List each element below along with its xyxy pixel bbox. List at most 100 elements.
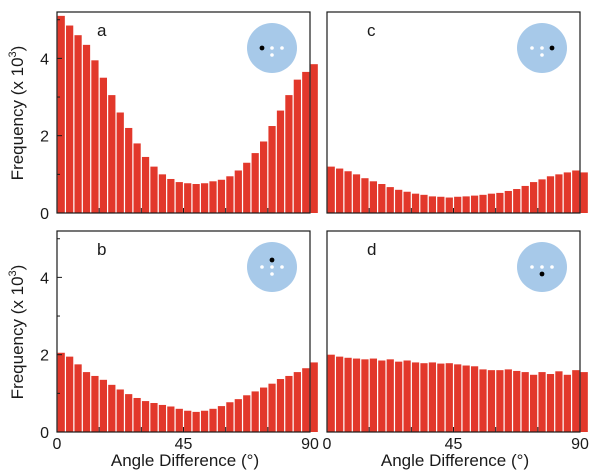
bar-c-25 xyxy=(538,179,546,213)
bar-d-30 xyxy=(580,372,588,432)
bar-b-28 xyxy=(293,372,301,432)
bar-c-13 xyxy=(437,196,445,213)
bar-b-19 xyxy=(217,406,226,432)
bar-c-7 xyxy=(386,187,394,213)
bar-d-29 xyxy=(572,370,580,432)
bar-b-17 xyxy=(200,410,209,432)
bar-a-1 xyxy=(66,25,74,214)
bar-b-3 xyxy=(82,372,91,432)
bar-d-23 xyxy=(521,372,529,432)
bar-d-26 xyxy=(546,374,555,432)
bar-b-8 xyxy=(125,394,133,432)
bar-a-8 xyxy=(125,127,133,213)
y-tick-label-a-1: 2 xyxy=(40,129,49,146)
bar-b-14 xyxy=(175,408,183,432)
inset-dot-d-1 xyxy=(540,265,544,269)
panel-c: c xyxy=(326,11,588,214)
bar-a-25 xyxy=(268,126,276,213)
bar-b-11 xyxy=(150,403,158,432)
bar-a-24 xyxy=(260,141,268,213)
bar-c-3 xyxy=(352,174,361,213)
bar-b-26 xyxy=(276,379,285,432)
bar-c-4 xyxy=(361,178,369,213)
inset-dot-c-1 xyxy=(540,46,544,50)
bar-d-15 xyxy=(454,364,462,432)
bar-a-9 xyxy=(133,143,141,213)
bar-a-30 xyxy=(310,64,318,214)
bar-a-3 xyxy=(82,44,91,213)
bar-d-12 xyxy=(428,362,437,432)
x-tick-label-d-1: 45 xyxy=(445,436,463,453)
bar-d-27 xyxy=(555,371,563,432)
bar-d-7 xyxy=(386,359,394,432)
inset-dot-b-0 xyxy=(260,265,264,269)
bar-b-16 xyxy=(192,411,200,432)
bar-a-6 xyxy=(108,95,116,213)
bar-a-7 xyxy=(116,112,124,213)
bar-b-4 xyxy=(91,375,99,432)
inset-dot-c-3 xyxy=(540,53,544,57)
bar-c-27 xyxy=(555,174,563,213)
inset-dot-a-3 xyxy=(270,53,274,57)
bar-b-1 xyxy=(66,356,74,433)
bar-a-21 xyxy=(234,170,242,213)
bar-d-6 xyxy=(378,360,386,432)
inset-dot-a-1 xyxy=(270,46,274,50)
bar-b-27 xyxy=(285,375,293,432)
bar-b-15 xyxy=(184,410,192,432)
bar-b-18 xyxy=(209,408,217,432)
bar-b-29 xyxy=(302,368,310,432)
bar-c-10 xyxy=(411,193,420,213)
panel-label-c: c xyxy=(367,21,376,40)
inset-dot-d-2 xyxy=(550,265,554,269)
bar-d-8 xyxy=(395,361,403,432)
bar-b-6 xyxy=(108,384,116,432)
bar-c-22 xyxy=(513,189,521,213)
bar-c-19 xyxy=(487,193,496,213)
bar-a-16 xyxy=(192,184,200,213)
bar-c-26 xyxy=(546,176,555,213)
bar-d-1 xyxy=(336,356,344,433)
bar-d-21 xyxy=(504,369,512,432)
inset-dot-b-2 xyxy=(280,265,284,269)
bar-b-23 xyxy=(251,391,259,432)
bar-b-9 xyxy=(133,397,141,432)
bar-c-20 xyxy=(496,192,504,213)
bar-b-24 xyxy=(260,387,268,432)
panel-label-b: b xyxy=(97,240,106,259)
ylabel-bottom: Frequency (x 103) xyxy=(7,265,27,400)
bar-a-2 xyxy=(74,35,82,213)
bar-d-4 xyxy=(361,359,369,432)
bar-d-0 xyxy=(327,354,335,432)
bar-a-18 xyxy=(209,181,217,213)
bar-c-5 xyxy=(369,181,377,213)
bar-b-0 xyxy=(57,352,65,432)
y-tick-label-a-0: 0 xyxy=(40,206,49,223)
circle-dots-top-highlight-icon xyxy=(247,242,297,292)
bar-c-14 xyxy=(445,197,453,213)
bar-d-14 xyxy=(445,363,453,432)
bar-d-9 xyxy=(403,360,411,432)
ylabel-bottom-main: Frequency (x 10 xyxy=(8,276,27,399)
bar-d-17 xyxy=(470,366,479,432)
bar-c-12 xyxy=(428,196,437,213)
bar-d-2 xyxy=(344,357,352,432)
bar-b-22 xyxy=(243,395,251,432)
bar-c-8 xyxy=(395,189,403,213)
bar-b-20 xyxy=(226,402,234,432)
bar-c-9 xyxy=(403,191,411,213)
panel-label-a: a xyxy=(97,21,107,40)
bar-d-3 xyxy=(352,358,361,432)
bar-b-7 xyxy=(116,389,124,432)
bar-c-16 xyxy=(462,196,470,213)
bar-c-24 xyxy=(530,182,538,213)
bar-b-13 xyxy=(167,406,175,432)
bar-b-21 xyxy=(234,399,242,432)
bar-a-4 xyxy=(91,60,99,213)
bar-c-29 xyxy=(572,170,580,213)
y-tick-label-b-0: 0 xyxy=(40,425,49,442)
bar-d-10 xyxy=(411,362,420,432)
x-tick-label-d-0: 0 xyxy=(323,436,332,453)
bar-d-19 xyxy=(487,370,496,432)
